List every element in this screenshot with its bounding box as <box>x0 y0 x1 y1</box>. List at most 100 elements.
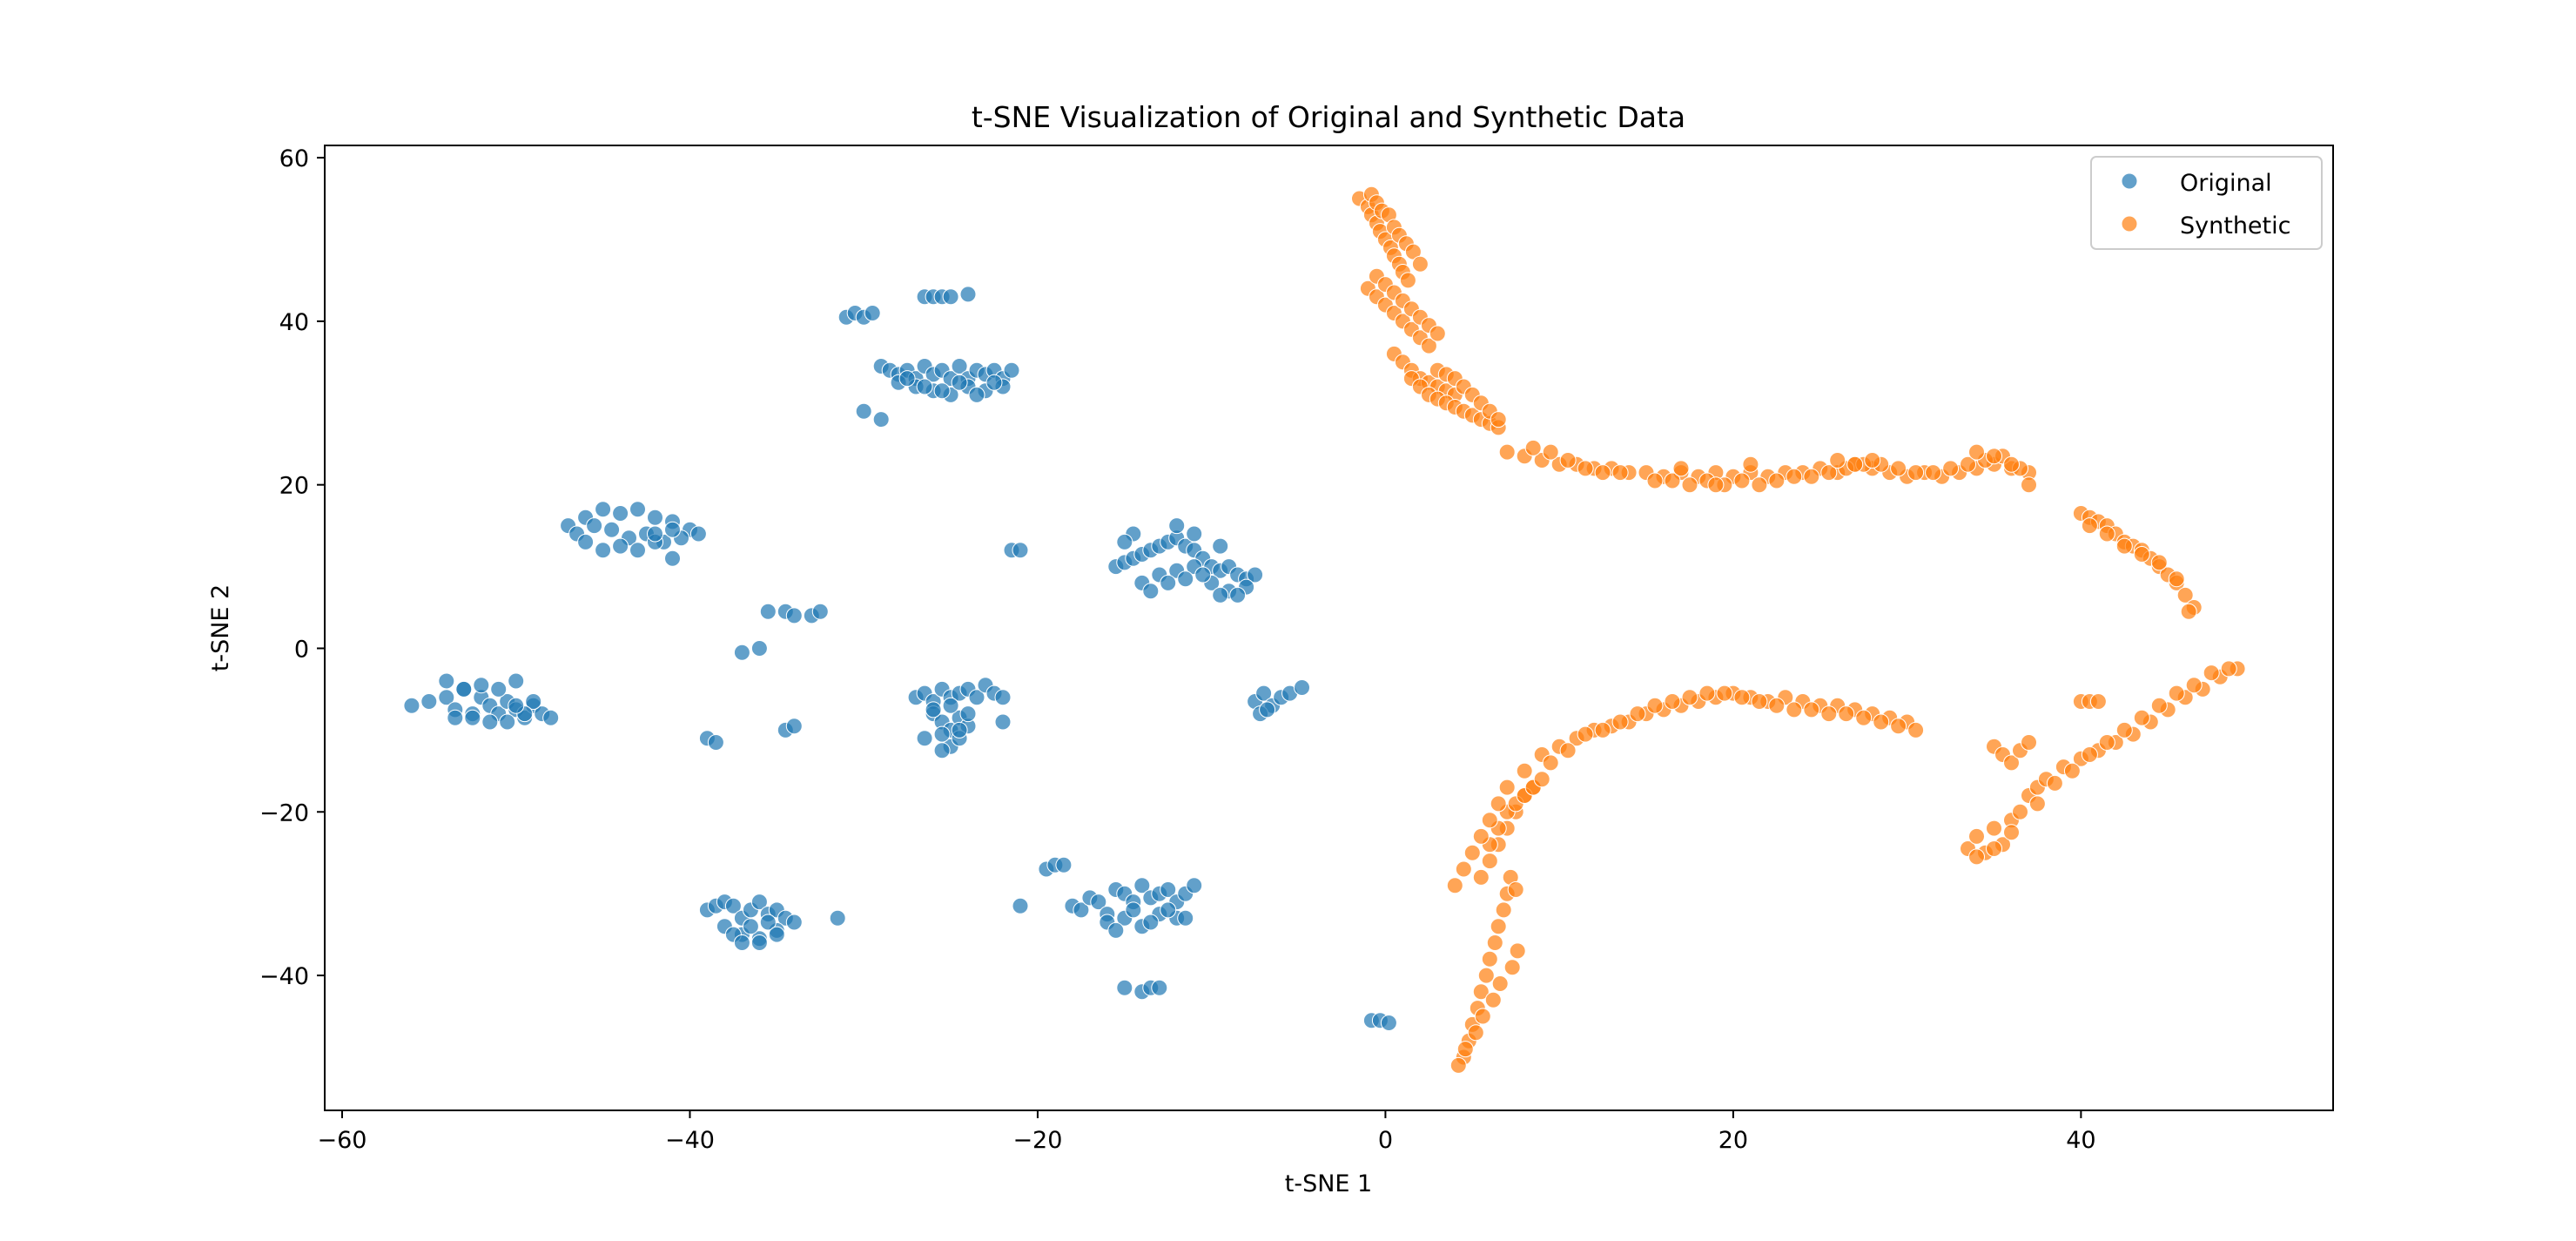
data-point-original <box>925 701 942 718</box>
data-point-synthetic <box>1803 468 1820 485</box>
data-point-original <box>898 370 916 388</box>
data-point-synthetic <box>1873 713 1890 731</box>
data-point-synthetic <box>1490 795 1507 813</box>
data-point-synthetic <box>1411 255 1429 273</box>
data-point-original <box>1090 894 1107 911</box>
data-point-synthetic <box>1455 860 1472 878</box>
data-point-original <box>933 725 951 743</box>
x-tick-label: −60 <box>317 1127 367 1154</box>
data-point-original <box>1116 979 1133 996</box>
data-point-original <box>1142 914 1160 931</box>
data-point-original <box>612 537 629 555</box>
data-point-original <box>664 550 681 567</box>
y-tick-label: 0 <box>294 636 309 663</box>
data-point-original <box>1259 701 1276 718</box>
data-point-original <box>968 386 985 403</box>
data-point-synthetic <box>1594 464 1611 482</box>
data-point-original <box>785 607 803 624</box>
y-tick-label: −20 <box>259 799 309 826</box>
data-point-original <box>1212 586 1229 604</box>
data-point-synthetic <box>1481 853 1498 870</box>
legend-marker-synthetic <box>2121 215 2138 233</box>
data-point-synthetic <box>2220 660 2237 678</box>
data-point-original <box>942 697 959 714</box>
data-point-synthetic <box>1672 460 1690 477</box>
data-point-synthetic <box>1509 942 1526 960</box>
data-point-original <box>994 713 1012 731</box>
data-point-original <box>420 693 438 710</box>
data-point-synthetic <box>1925 464 1942 482</box>
y-tick-label: 20 <box>279 473 309 500</box>
y-axis-label: t-SNE 2 <box>207 584 234 672</box>
data-point-synthetic <box>1503 959 1521 976</box>
data-point-original <box>438 689 455 706</box>
data-point-synthetic <box>1516 762 1533 779</box>
data-point-synthetic <box>1664 693 1681 710</box>
data-point-original <box>785 914 803 931</box>
x-tick-label: 20 <box>1718 1127 1748 1154</box>
data-point-synthetic <box>1751 476 1768 494</box>
data-point-synthetic <box>2003 455 2020 473</box>
data-point-synthetic <box>1986 448 2002 465</box>
data-point-synthetic <box>1968 827 1985 845</box>
data-point-original <box>1012 897 1029 914</box>
data-point-original <box>750 934 768 951</box>
data-point-original <box>1003 361 1020 379</box>
data-point-original <box>1160 901 1177 919</box>
data-point-synthetic <box>1481 812 1498 829</box>
data-point-synthetic <box>1768 472 1786 489</box>
data-point-synthetic <box>1542 754 1559 772</box>
data-point-original <box>629 501 646 518</box>
data-point-synthetic <box>1498 779 1516 796</box>
data-point-synthetic <box>1820 464 1838 482</box>
data-point-synthetic <box>2115 537 2133 555</box>
data-point-synthetic <box>1559 742 1577 759</box>
data-point-original <box>1177 909 1194 927</box>
data-point-original <box>1012 542 1029 559</box>
data-point-synthetic <box>1855 709 1873 726</box>
x-tick-label: −40 <box>665 1127 715 1154</box>
legend-label-synthetic: Synthetic <box>2180 212 2290 239</box>
x-tick-label: 0 <box>1378 1127 1393 1154</box>
data-point-original <box>447 709 464 726</box>
data-point-synthetic <box>1786 701 1803 718</box>
data-point-synthetic <box>1751 693 1768 710</box>
data-point-synthetic <box>2012 803 2028 820</box>
data-point-original <box>1160 574 1177 591</box>
data-point-original <box>750 640 768 657</box>
data-point-synthetic <box>2063 762 2081 779</box>
data-point-synthetic <box>1960 455 1976 473</box>
data-point-synthetic <box>2003 824 2020 841</box>
data-point-original <box>750 894 768 911</box>
data-point-synthetic <box>1986 840 2002 857</box>
data-point-original <box>664 521 681 538</box>
data-point-synthetic <box>1733 472 1751 489</box>
data-point-synthetic <box>1399 272 1416 289</box>
data-point-original <box>985 374 1003 391</box>
data-point-original <box>1177 570 1194 588</box>
data-point-original <box>1194 566 1212 583</box>
data-point-synthetic <box>1733 689 1751 706</box>
data-point-synthetic <box>2089 693 2107 710</box>
data-point-original <box>603 521 621 538</box>
data-point-synthetic <box>1524 439 1542 456</box>
data-point-synthetic <box>1611 464 1629 482</box>
data-point-synthetic <box>2115 721 2133 739</box>
data-point-synthetic <box>2203 664 2220 682</box>
data-point-synthetic <box>1490 918 1507 935</box>
data-point-synthetic <box>1559 452 1577 469</box>
data-point-synthetic <box>1742 455 1759 473</box>
y-tick-label: 40 <box>279 309 309 336</box>
data-point-synthetic <box>1716 685 1733 702</box>
data-point-original <box>933 382 951 400</box>
data-point-synthetic <box>1577 460 1594 477</box>
data-point-original <box>455 680 473 698</box>
data-point-synthetic <box>2133 546 2150 563</box>
data-point-original <box>1125 901 1142 919</box>
data-point-synthetic <box>1864 452 1881 469</box>
legend-marker-original <box>2121 172 2138 190</box>
data-point-synthetic <box>1472 983 1490 1001</box>
x-axis-label: t-SNE 1 <box>1285 1170 1373 1197</box>
data-point-original <box>959 705 977 723</box>
